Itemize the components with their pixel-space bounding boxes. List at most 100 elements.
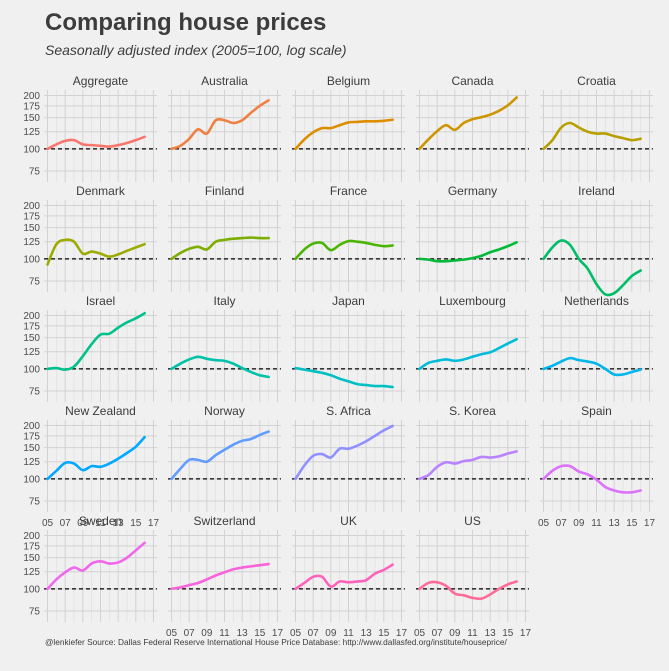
x-tick-label: 13 xyxy=(609,518,621,529)
facet-title: S. Korea xyxy=(449,404,496,418)
facet-panel: Australia xyxy=(168,74,281,182)
facet-panel: S. Korea xyxy=(416,404,529,512)
x-tick-label: 15 xyxy=(502,628,514,639)
y-tick-label: 200 xyxy=(23,91,40,102)
x-tick-label: 09 xyxy=(201,628,213,639)
x-tick-label: 11 xyxy=(591,518,602,529)
facet-title: Israel xyxy=(86,294,115,308)
facet-title: Aggregate xyxy=(73,74,129,88)
facet-panel: Netherlands xyxy=(540,294,653,402)
x-tick-label: 07 xyxy=(556,518,568,529)
y-tick-label: 125 xyxy=(23,127,40,138)
y-tick-label: 75 xyxy=(29,386,41,397)
facet-panel: US 05 07 09 11 13 15 17 xyxy=(414,514,531,639)
series-line xyxy=(170,562,270,591)
facet-panel: Ireland xyxy=(540,184,653,297)
y-tick-label: 175 xyxy=(23,101,40,112)
facet-title: Japan xyxy=(332,294,365,308)
y-tick-label: 75 xyxy=(29,166,41,177)
x-tick-label: 15 xyxy=(254,628,266,639)
facet-title: Belgium xyxy=(327,74,370,88)
x-tick-label: 07 xyxy=(432,628,444,639)
facet-panel: Germany xyxy=(416,184,529,292)
facet-panel: Finland xyxy=(168,184,281,292)
x-tick-label: 13 xyxy=(485,628,497,639)
x-tick-label: 17 xyxy=(272,628,284,639)
facet-title: Germany xyxy=(448,184,497,198)
facet-title: Luxembourg xyxy=(439,294,506,308)
y-tick-label: 100 xyxy=(23,254,40,265)
x-tick-label: 09 xyxy=(77,518,89,529)
chart-title: Comparing house prices xyxy=(45,9,327,36)
facet-title: Sweden xyxy=(79,514,122,528)
x-tick-label: 15 xyxy=(378,628,390,639)
facet-panel: UK 05 07 09 11 13 15 17 xyxy=(290,514,407,639)
series-line xyxy=(418,580,518,601)
facet-title: New Zealand xyxy=(65,404,136,418)
facet-title: S. Africa xyxy=(326,404,371,418)
y-tick-label: 150 xyxy=(23,333,40,344)
x-tick-label: 11 xyxy=(219,628,230,639)
y-tick-label: 75 xyxy=(29,276,41,287)
source-caption: @lenkiefer Source: Dallas Federal Reserv… xyxy=(45,637,507,647)
x-tick-label: 11 xyxy=(95,518,106,529)
series-line xyxy=(294,366,394,389)
y-tick-label: 100 xyxy=(23,144,40,155)
facet-title: Croatia xyxy=(577,74,616,88)
series-line xyxy=(542,239,642,297)
facet-panel: Switzerland 05 07 09 11 13 15 17 xyxy=(166,514,283,639)
series-line xyxy=(46,311,146,371)
x-tick-label: 11 xyxy=(467,628,478,639)
x-tick-label: 07 xyxy=(308,628,320,639)
x-tick-label: 13 xyxy=(113,518,125,529)
y-tick-label: 200 xyxy=(23,421,40,432)
x-tick-label: 13 xyxy=(361,628,373,639)
y-tick-label: 75 xyxy=(29,496,41,507)
y-tick-label: 75 xyxy=(29,606,41,617)
facet-title: France xyxy=(330,184,368,198)
series-line xyxy=(46,238,146,266)
y-tick-label: 100 xyxy=(23,584,40,595)
facet-title: US xyxy=(464,514,481,528)
facet-title: Ireland xyxy=(578,184,615,198)
series-line xyxy=(46,135,146,151)
facet-title: Italy xyxy=(213,294,235,308)
series-line xyxy=(542,356,642,377)
series-line xyxy=(418,337,518,371)
facet-title: UK xyxy=(340,514,357,528)
y-tick-label: 125 xyxy=(23,347,40,358)
facet-panel: Japan xyxy=(292,294,405,402)
y-tick-label: 200 xyxy=(23,311,40,322)
series-line xyxy=(46,435,146,481)
y-tick-label: 200 xyxy=(23,531,40,542)
x-tick-label: 09 xyxy=(325,628,337,639)
x-tick-label: 17 xyxy=(644,518,656,529)
series-line xyxy=(170,236,270,261)
x-tick-label: 17 xyxy=(520,628,532,639)
y-tick-label: 175 xyxy=(23,541,40,552)
y-tick-label: 125 xyxy=(23,457,40,468)
series-line xyxy=(418,450,518,481)
facet-panel: Belgium xyxy=(292,74,405,182)
y-tick-label: 125 xyxy=(23,567,40,578)
x-tick-label: 11 xyxy=(343,628,354,639)
x-tick-label: 05 xyxy=(290,628,302,639)
y-tick-label: 100 xyxy=(23,474,40,485)
series-line xyxy=(170,430,270,481)
x-tick-label: 05 xyxy=(414,628,426,639)
x-tick-label: 15 xyxy=(626,518,638,529)
y-tick-label: 125 xyxy=(23,237,40,248)
y-tick-label: 150 xyxy=(23,113,40,124)
facet-panel: Croatia xyxy=(540,74,653,182)
facet-panel: Italy xyxy=(168,294,281,402)
series-line xyxy=(294,118,394,151)
facet-title: Australia xyxy=(201,74,248,88)
x-tick-label: 17 xyxy=(148,518,160,529)
facet-title: Spain xyxy=(581,404,612,418)
series-line xyxy=(542,464,642,494)
series-line xyxy=(294,239,394,261)
